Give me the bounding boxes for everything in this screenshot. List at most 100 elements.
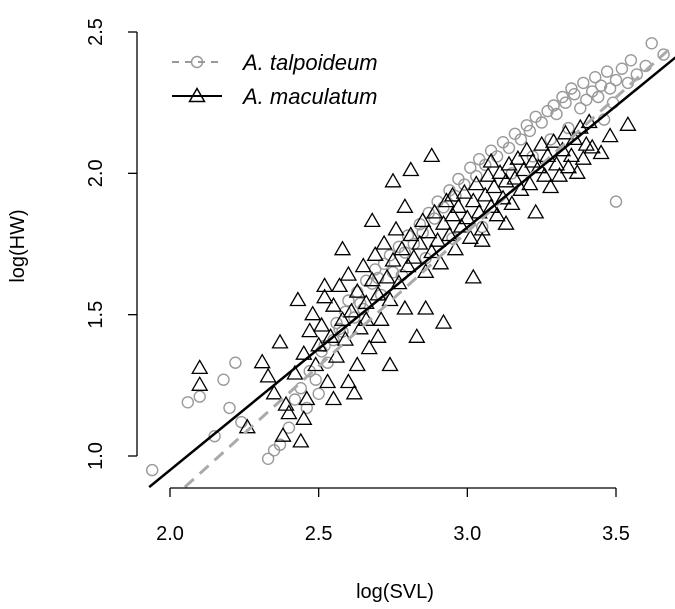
point-talpoideum — [547, 99, 560, 112]
regression-line-maculatum — [148, 56, 675, 488]
point-talpoideum — [193, 390, 206, 403]
point-maculatum — [464, 268, 482, 284]
point-maculatum — [312, 316, 331, 332]
point-talpoideum — [342, 294, 355, 307]
point-maculatum — [191, 359, 209, 375]
point-maculatum — [295, 409, 313, 425]
point-maculatum — [455, 183, 474, 199]
point-maculatum — [390, 274, 408, 290]
point-maculatum — [333, 240, 352, 256]
point-maculatum — [464, 192, 482, 208]
point-maculatum — [304, 305, 322, 321]
point-maculatum — [396, 197, 414, 213]
point-talpoideum — [458, 178, 471, 191]
point-maculatum — [345, 384, 363, 400]
point-maculatum — [369, 327, 387, 343]
point-maculatum — [434, 214, 453, 230]
point-maculatum — [476, 186, 494, 202]
point-maculatum — [509, 149, 527, 165]
point-maculatum — [402, 161, 420, 177]
point-talpoideum — [470, 169, 483, 183]
point-talpoideum — [261, 452, 275, 465]
x-axis-title: log(SVL) — [356, 581, 434, 603]
point-talpoideum — [288, 393, 302, 406]
point-maculatum — [485, 178, 503, 194]
regression-line-talpoideum — [183, 47, 671, 488]
point-maculatum — [277, 395, 295, 411]
point-maculatum — [524, 152, 542, 168]
point-maculatum — [327, 347, 346, 363]
y-axis-title: log(HW) — [7, 209, 29, 282]
point-maculatum — [423, 147, 441, 163]
point-maculatum — [506, 169, 524, 185]
point-maculatum — [428, 231, 447, 247]
point-talpoideum — [609, 73, 623, 87]
point-talpoideum — [526, 150, 539, 163]
point-talpoideum — [312, 387, 325, 400]
axes: 2.0 2.5 3.0 3.5 1.0 1.5 2.0 2.5 — [85, 18, 630, 545]
point-maculatum — [583, 138, 601, 154]
point-talpoideum — [428, 212, 441, 225]
point-talpoideum — [502, 141, 516, 155]
point-maculatum — [420, 223, 438, 239]
point-maculatum — [301, 322, 319, 338]
point-talpoideum — [615, 62, 629, 75]
point-talpoideum — [273, 438, 287, 451]
legend-marker-triangle — [188, 86, 206, 103]
point-talpoideum — [479, 158, 492, 172]
point-maculatum — [259, 367, 277, 383]
y-tick-label: 2.5 — [85, 18, 107, 46]
point-talpoideum — [550, 107, 563, 121]
point-talpoideum — [181, 396, 195, 409]
point-maculatum — [414, 212, 432, 228]
point-maculatum — [191, 375, 209, 391]
point-talpoideum — [437, 201, 450, 214]
point-maculatum — [515, 161, 533, 177]
point-maculatum — [402, 226, 420, 242]
point-maculatum — [497, 214, 515, 230]
y-tick-label: 2.0 — [85, 159, 107, 187]
point-maculatum — [405, 248, 423, 264]
point-talpoideum — [377, 257, 391, 270]
point-maculatum — [315, 288, 334, 304]
point-maculatum — [381, 356, 399, 372]
point-talpoideum — [330, 316, 343, 330]
point-maculatum — [393, 240, 411, 256]
point-maculatum — [544, 132, 563, 148]
y-tick-label: 1.0 — [85, 442, 107, 470]
point-talpoideum — [514, 133, 528, 146]
point-maculatum — [559, 158, 578, 174]
point-maculatum — [315, 277, 334, 293]
point-maculatum — [449, 197, 468, 213]
point-talpoideum — [589, 70, 602, 84]
point-maculatum — [363, 271, 381, 287]
x-tick-label: 2.0 — [156, 523, 184, 545]
point-maculatum — [601, 127, 619, 143]
point-maculatum — [333, 310, 352, 326]
point-maculatum — [360, 339, 378, 355]
point-talpoideum — [645, 37, 658, 50]
point-maculatum — [541, 178, 560, 194]
point-maculatum — [330, 277, 349, 293]
point-maculatum — [384, 172, 402, 188]
point-maculatum — [399, 257, 417, 273]
point-maculatum — [467, 175, 485, 191]
point-maculatum — [443, 206, 462, 222]
point-maculatum — [265, 384, 283, 400]
point-maculatum — [592, 144, 610, 160]
point-maculatum — [384, 251, 402, 267]
point-maculatum — [443, 186, 462, 202]
point-maculatum — [348, 356, 366, 372]
y-tick-label: 1.5 — [85, 301, 107, 329]
point-talpoideum — [600, 65, 614, 78]
point-talpoideum — [217, 373, 230, 386]
point-maculatum — [503, 195, 521, 211]
point-talpoideum — [386, 266, 400, 279]
point-maculatum — [479, 166, 497, 182]
point-talpoideum — [577, 76, 590, 90]
point-maculatum — [339, 373, 358, 389]
point-maculatum — [274, 426, 292, 442]
point-maculatum — [408, 327, 426, 343]
point-maculatum — [500, 155, 518, 171]
point-maculatum — [571, 118, 589, 134]
